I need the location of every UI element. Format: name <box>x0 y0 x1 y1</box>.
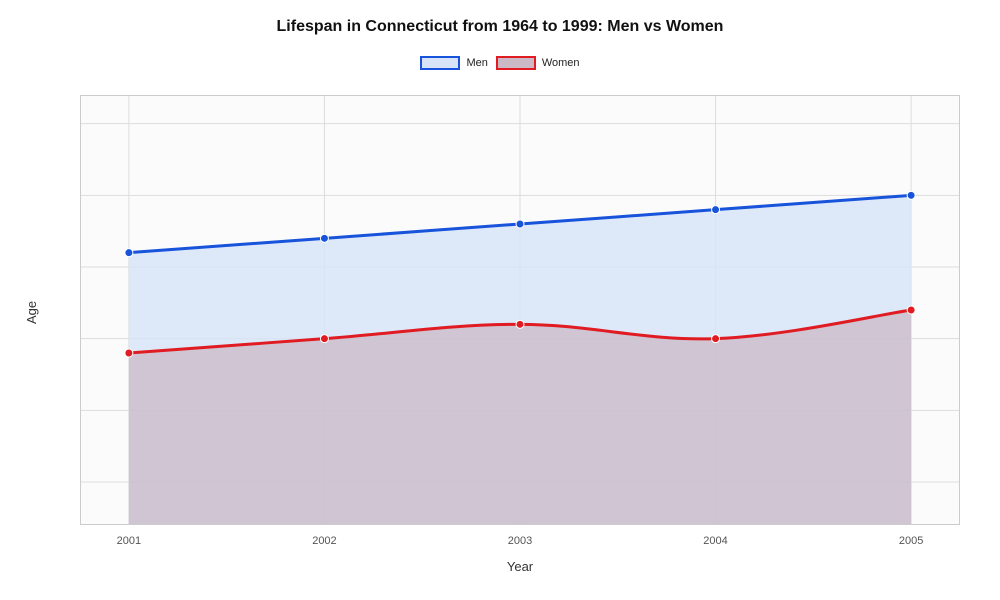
legend-item-men: Men <box>420 56 487 70</box>
plot-area <box>80 95 960 525</box>
x-tick-label: 2002 <box>312 535 336 547</box>
x-axis-label: Year <box>80 559 960 574</box>
legend-swatch-men <box>420 56 460 70</box>
legend-label-women: Women <box>542 57 580 69</box>
x-tick-label: 2005 <box>899 535 923 547</box>
chart-title: Lifespan in Connecticut from 1964 to 199… <box>0 18 1000 36</box>
legend-label-men: Men <box>466 57 487 69</box>
legend: Men Women <box>0 56 1000 70</box>
y-axis-label: Age <box>24 301 39 324</box>
x-tick-label: 2004 <box>703 535 727 547</box>
x-tick-label: 2001 <box>117 535 141 547</box>
x-tick-label: 2003 <box>508 535 532 547</box>
chart-area: Lifespan in Connecticut from 1964 to 199… <box>0 0 1000 600</box>
legend-swatch-women <box>496 56 536 70</box>
legend-item-women: Women <box>496 56 580 70</box>
